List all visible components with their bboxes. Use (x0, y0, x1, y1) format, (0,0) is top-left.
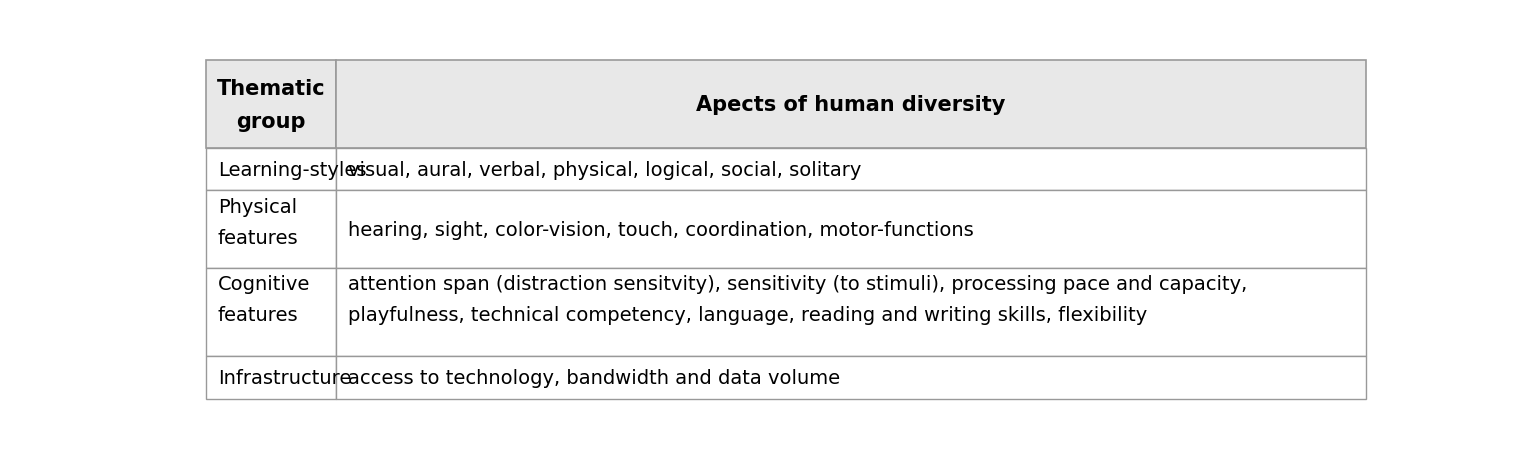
Text: Physical
features: Physical features (218, 197, 299, 247)
Bar (206, 61, 336, 149)
Bar (336, 268, 1367, 357)
Bar (336, 191, 1367, 268)
Text: Thematic
group: Thematic group (216, 79, 325, 131)
Bar (206, 191, 336, 268)
Text: access to technology, bandwidth and data volume: access to technology, bandwidth and data… (348, 368, 841, 387)
Text: visual, aural, verbal, physical, logical, social, solitary: visual, aural, verbal, physical, logical… (348, 161, 861, 179)
Text: Infrastructure: Infrastructure (218, 368, 351, 387)
Bar (336, 149, 1367, 191)
Text: Apects of human diversity: Apects of human diversity (696, 95, 1006, 115)
Bar (206, 149, 336, 191)
Text: attention span (distraction sensitvity), sensitivity (to stimuli), processing pa: attention span (distraction sensitvity),… (348, 275, 1247, 325)
Text: Cognitive
features: Cognitive features (218, 275, 310, 325)
Bar (206, 357, 336, 399)
Text: hearing, sight, color-vision, touch, coordination, motor-functions: hearing, sight, color-vision, touch, coo… (348, 220, 974, 239)
Bar (336, 357, 1367, 399)
Bar (336, 61, 1367, 149)
Text: Learning-styles: Learning-styles (218, 161, 367, 179)
Bar (206, 268, 336, 357)
